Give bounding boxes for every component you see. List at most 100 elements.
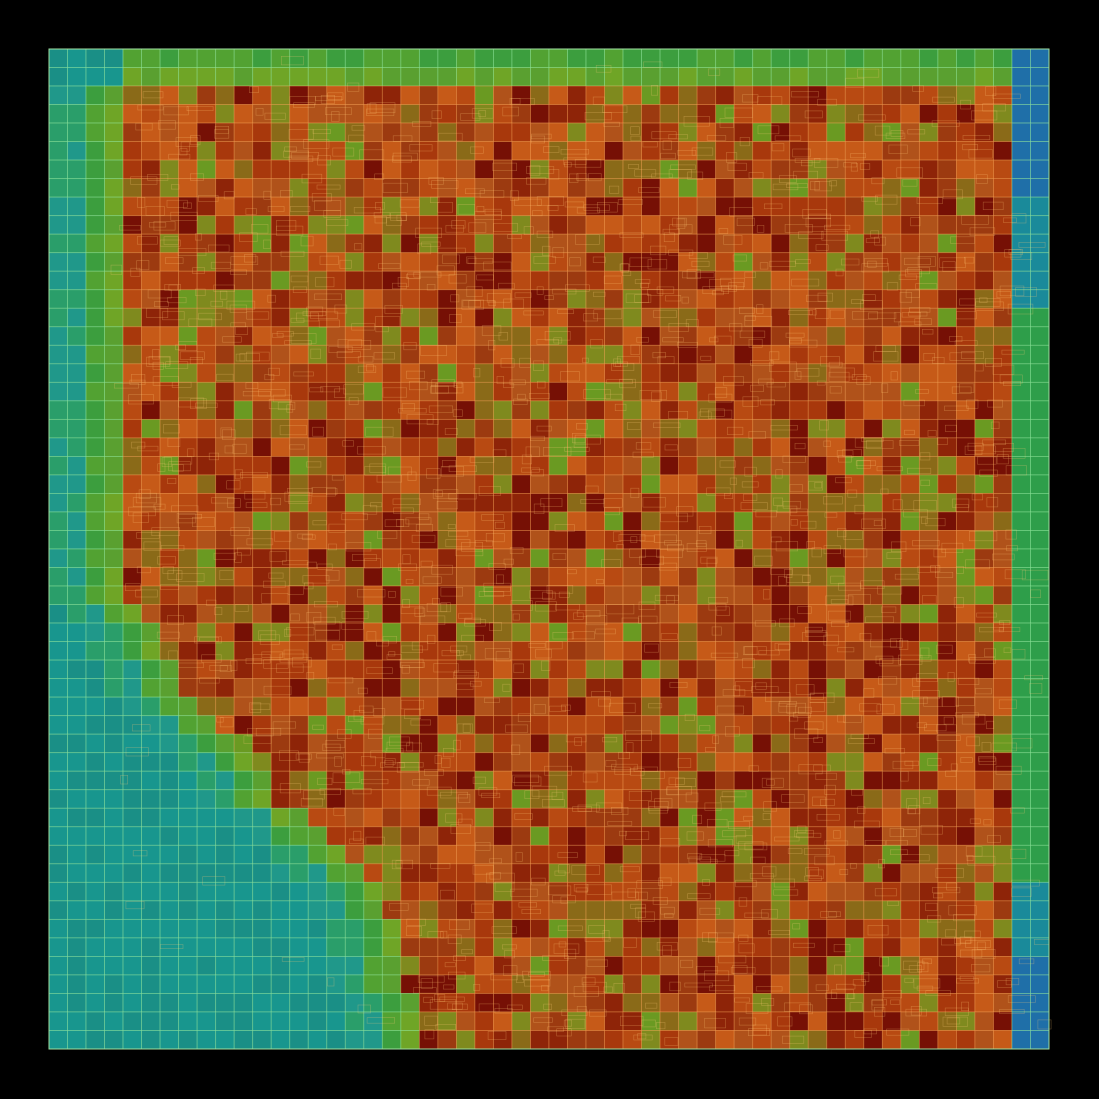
density-cell (122, 1011, 142, 1031)
instance-outline (802, 575, 811, 583)
density-cell (678, 363, 698, 383)
instance-outline (382, 387, 407, 398)
density-cell (585, 159, 605, 180)
instance-outline (961, 351, 984, 360)
instance-outline (644, 643, 659, 653)
density-cell (678, 993, 698, 1013)
instance-outline (275, 225, 304, 236)
density-cell (474, 770, 494, 791)
instance-outline (707, 932, 734, 943)
instance-outline (724, 726, 740, 737)
density-cell (159, 918, 180, 939)
density-cell (548, 85, 568, 105)
instance-outline (245, 657, 263, 664)
density-cell (678, 807, 698, 828)
instance-outline (677, 150, 697, 156)
density-cell (418, 381, 439, 402)
density-cell (604, 530, 624, 550)
density-cell (104, 641, 124, 661)
density-cell (548, 807, 568, 828)
density-cell (400, 937, 420, 957)
density-cell (400, 789, 420, 809)
density-cell (178, 678, 198, 698)
density-cell (937, 196, 957, 217)
density-cell (252, 511, 272, 531)
instance-outline (386, 217, 402, 226)
density-cell (85, 289, 105, 309)
density-cell (289, 715, 309, 735)
density-cell (363, 400, 383, 420)
instance-outline (542, 591, 556, 600)
density-cell (548, 215, 568, 235)
density-cell (270, 270, 291, 291)
instance-outline (268, 399, 291, 410)
instance-outline (710, 652, 739, 658)
density-cell (289, 474, 309, 494)
density-cell (548, 844, 568, 865)
instance-outline (707, 409, 733, 420)
instance-outline (654, 798, 673, 809)
density-cell (807, 918, 828, 939)
density-cell (252, 141, 272, 161)
density-cell (67, 474, 87, 494)
density-cell (826, 141, 846, 161)
instance-outline (664, 1037, 679, 1046)
density-cell (1011, 196, 1031, 217)
density-cell (1011, 807, 1031, 828)
instance-outline (486, 872, 515, 884)
instance-outline (906, 798, 918, 809)
density-cell (67, 956, 87, 976)
density-cell (604, 289, 624, 309)
density-cell (548, 1030, 568, 1050)
density-cell (956, 307, 976, 328)
instance-outline (920, 824, 943, 835)
density-cell (363, 159, 383, 180)
density-cell (585, 493, 605, 513)
density-cell (918, 789, 939, 809)
instance-outline (406, 370, 425, 379)
density-cell (918, 1030, 939, 1050)
instance-outline (962, 144, 978, 151)
instance-outline (763, 801, 777, 812)
instance-outline (553, 943, 580, 954)
density-cell (548, 733, 568, 754)
density-cell (196, 493, 217, 513)
density-cell (307, 307, 328, 328)
instance-outline (871, 1000, 884, 1011)
instance-outline (351, 323, 375, 331)
density-cell (548, 252, 568, 272)
density-cell (937, 511, 957, 531)
density-cell (159, 900, 180, 920)
instance-outline (431, 384, 458, 394)
density-cell (900, 752, 920, 772)
density-cell (678, 622, 698, 642)
instance-outline (877, 585, 903, 595)
density-cell (1030, 474, 1050, 494)
instance-outline (820, 798, 835, 806)
instance-outline (945, 929, 957, 938)
instance-outline (831, 621, 849, 628)
density-cell (937, 548, 957, 568)
density-cell (196, 696, 217, 717)
density-cell (641, 863, 661, 883)
density-cell (159, 863, 180, 883)
density-cell (807, 881, 828, 902)
density-cell (585, 122, 605, 142)
density-cell (807, 104, 828, 124)
instance-outline (296, 312, 320, 322)
instance-outline (530, 135, 546, 144)
instance-outline (915, 389, 929, 394)
density-cell (48, 770, 68, 791)
instance-outline (399, 658, 424, 668)
density-cell (937, 530, 957, 550)
instance-outline (883, 990, 903, 999)
density-cell (604, 900, 624, 920)
instance-outline (792, 923, 801, 930)
instance-outline (419, 615, 446, 626)
instance-outline (583, 313, 598, 322)
density-cell (826, 344, 846, 365)
density-cell (493, 733, 513, 754)
density-cell (844, 678, 865, 698)
density-cell (418, 418, 439, 439)
instance-outline (131, 441, 146, 449)
